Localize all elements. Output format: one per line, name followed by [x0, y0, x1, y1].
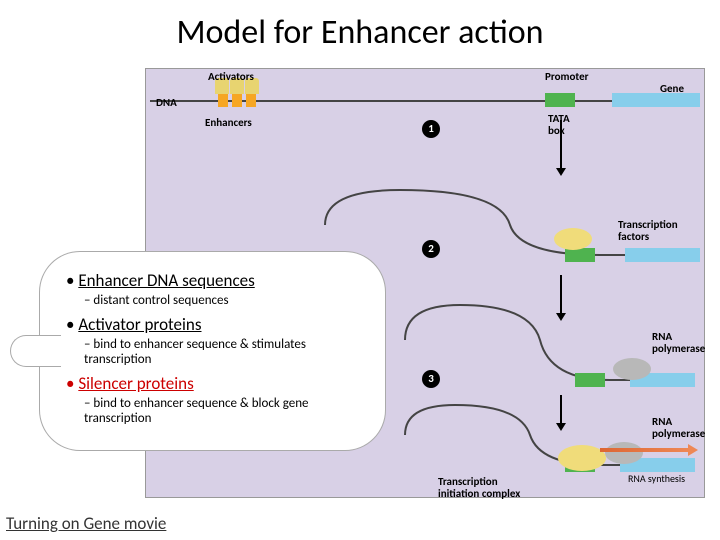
- bullet-activator: • Activator proteins: [66, 314, 359, 335]
- bullet-activator-sub: – bind to enhancer sequence & stimulates…: [84, 337, 359, 367]
- bullet-silencer-sub: – bind to enhancer sequence & block gene…: [84, 396, 359, 426]
- step-marker-1: 1: [422, 120, 440, 138]
- initiation-complex: [558, 445, 606, 471]
- label-polymerase2: polymerase: [652, 427, 705, 440]
- label-tic2: initiation complex: [438, 487, 520, 500]
- bullet-enhancer: • Enhancer DNA sequences: [66, 270, 359, 291]
- label-activators: Activators: [208, 70, 254, 83]
- rna-polymerase: [605, 442, 643, 464]
- arrow-step1: [560, 120, 562, 170]
- enhancer-segment: [246, 93, 256, 107]
- rna-synthesis-arrow: [600, 448, 690, 452]
- transcription-factor: [554, 228, 592, 250]
- label-rna-synthesis: RNA synthesis: [628, 472, 685, 485]
- label-gene: Gene: [660, 82, 684, 95]
- label-box: box: [548, 124, 565, 137]
- rna-polymerase: [613, 358, 651, 380]
- text-callout: • Enhancer DNA sequences – distant contr…: [40, 252, 385, 450]
- label-dna: DNA: [156, 96, 177, 109]
- enhancer-segment: [218, 93, 228, 107]
- enhancer-segment: [232, 93, 242, 107]
- footer-movie-link[interactable]: Turning on Gene movie: [6, 513, 166, 534]
- label-enhancers: Enhancers: [205, 116, 252, 129]
- step-marker-3: 3: [422, 370, 440, 388]
- tata-box: [545, 93, 575, 107]
- label-factors: factors: [618, 230, 649, 243]
- label-promoter: Promoter: [545, 70, 589, 83]
- bullet-silencer: • Silencer proteins: [66, 373, 359, 394]
- slide-title: Model for Enhancer action: [0, 0, 720, 53]
- bullet-enhancer-sub: – distant control sequences: [84, 293, 359, 308]
- step-marker-2: 2: [422, 240, 440, 258]
- label-polymerase: polymerase: [652, 342, 705, 355]
- gene-segment: [612, 93, 700, 107]
